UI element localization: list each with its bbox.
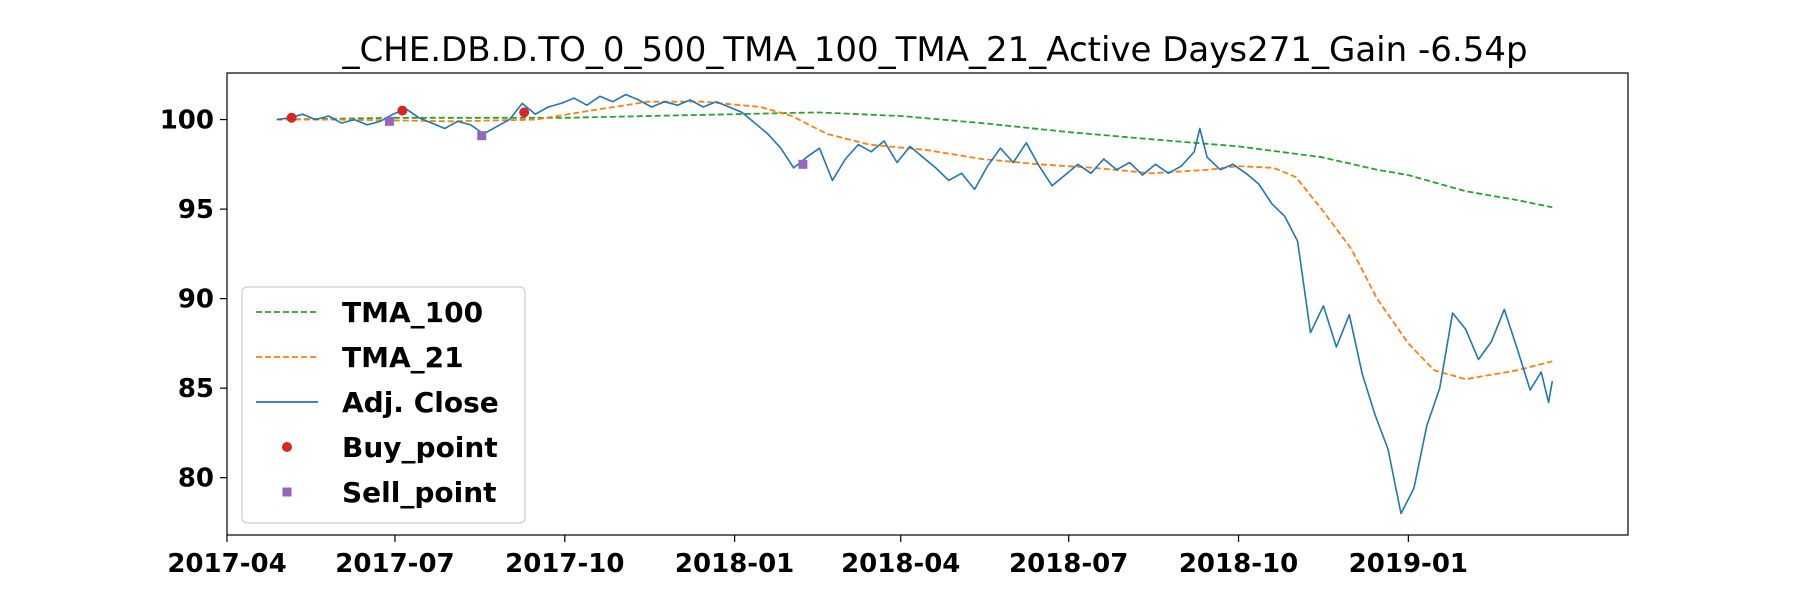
x-tick-label: 2018-10 [1179,549,1298,579]
x-tick-label: 2018-04 [841,549,960,579]
legend-label: TMA_21 [342,341,464,374]
legend-label: Buy_point [342,431,498,464]
sell-point-marker [798,159,808,169]
legend-label: Sell_point [342,476,497,509]
legend-item-tma-21: TMA_21 [256,341,464,374]
sell-point-marker [477,131,487,141]
legend-item-sell-point: Sell_point [282,476,497,509]
x-tick-label: 2018-01 [675,549,794,579]
sell-point-marker [384,116,394,126]
legend-box [241,286,526,524]
x-tick-label: 2019-01 [1349,549,1468,579]
series-line-adj-close [276,93,1554,515]
series-line-tma-100 [276,111,1553,209]
y-tick-label: 95 [178,195,214,225]
series-line-tma-21 [276,100,1553,381]
x-tick-label: 2017-04 [167,549,286,579]
legend-swatch [282,487,292,497]
y-tick-label: 85 [178,374,214,404]
legend-label: TMA_100 [342,296,483,329]
legend-item-buy-point: Buy_point [282,431,498,464]
legend-label: Adj. Close [342,386,499,419]
chart-title: _CHE.DB.D.TO_0_500_TMA_100_TMA_21_Active… [341,30,1527,70]
legend-item-adj-close: Adj. Close [256,386,499,419]
x-tick-label: 2017-10 [505,549,624,579]
buy-point-marker [519,107,530,118]
x-tick-label: 2018-07 [1009,549,1128,579]
legend: TMA_100 TMA_21 Adj. Close Buy_point Sell_poi… [241,286,526,524]
plot-area: 2017-04 2017-07 2017-10 2018-01 2018-04 2018-… [160,72,1629,579]
y-tick-label: 90 [178,285,214,315]
x-tick-label: 2017-07 [335,549,454,579]
buy-point-marker [286,112,297,123]
buy-point-marker [397,105,408,116]
plot-frame [226,72,1629,536]
y-tick-label: 100 [160,106,214,136]
legend-item-tma-100: TMA_100 [256,296,483,329]
y-tick-label: 80 [178,464,214,494]
legend-swatch [282,442,292,452]
